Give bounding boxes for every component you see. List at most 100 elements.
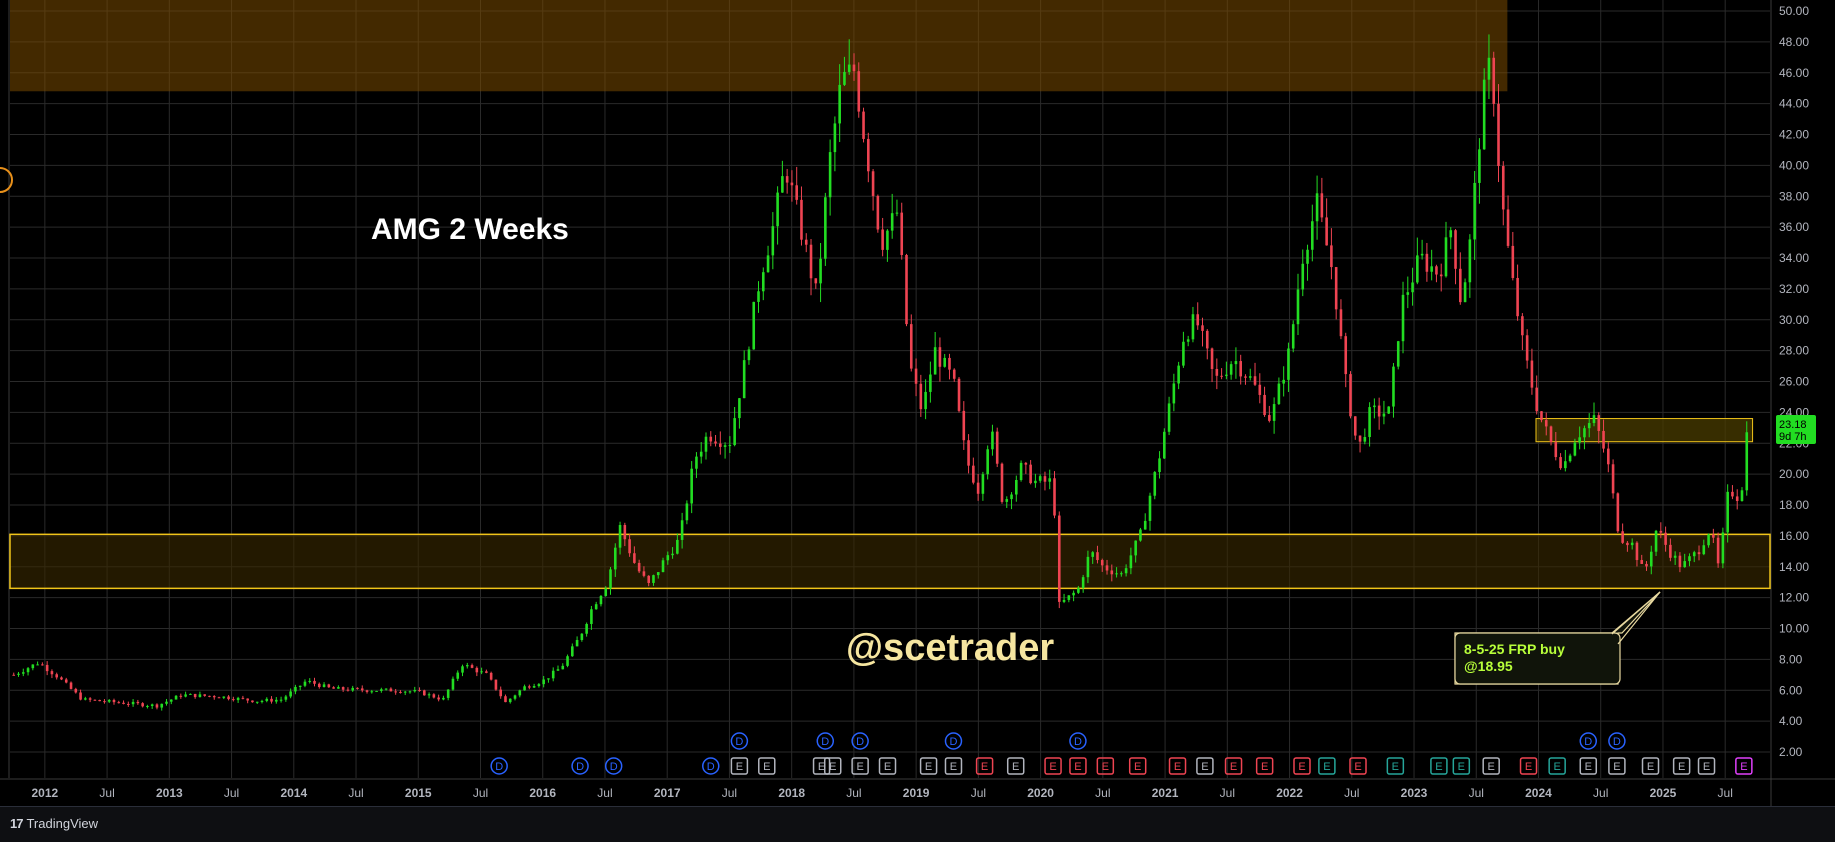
earnings-marker[interactable]: E xyxy=(944,757,963,775)
last-price-badge[interactable] xyxy=(1776,415,1816,445)
candle-body xyxy=(179,695,183,697)
candle-body xyxy=(972,465,975,483)
earnings-marker[interactable]: E xyxy=(1672,757,1691,775)
candle-body xyxy=(571,646,574,657)
candle-body xyxy=(680,520,684,540)
earnings-box-icon xyxy=(975,757,994,775)
dividend-marker[interactable]: D xyxy=(1579,732,1598,750)
earnings-marker[interactable]: E xyxy=(1069,757,1087,775)
earnings-marker[interactable]: E xyxy=(1128,757,1147,775)
candle-body xyxy=(1492,57,1496,104)
candle-body xyxy=(1659,530,1663,533)
tradingview-mark-icon: 17 xyxy=(10,816,24,831)
candle-body xyxy=(1129,555,1133,569)
candle-body xyxy=(1205,330,1209,349)
dividend-marker[interactable]: D xyxy=(730,732,749,750)
earnings-marker[interactable]: E xyxy=(1579,757,1598,775)
event-letter: E xyxy=(829,761,836,773)
dividend-marker[interactable]: D xyxy=(490,757,508,775)
candle-body xyxy=(327,684,331,688)
earnings-marker[interactable]: E xyxy=(919,757,938,775)
earnings-marker[interactable]: E xyxy=(812,757,831,775)
earnings-marker[interactable]: E xyxy=(1697,757,1716,775)
earnings-marker[interactable]: E xyxy=(1006,757,1025,775)
candle-body xyxy=(465,665,469,667)
candle-body xyxy=(1688,556,1691,562)
earnings-marker[interactable]: E xyxy=(1608,757,1626,775)
footer-bar: 17 TradingView xyxy=(0,806,1835,842)
earnings-marker[interactable]: E xyxy=(1096,757,1115,775)
candle-body xyxy=(976,482,980,494)
earnings-marker[interactable]: E xyxy=(1293,757,1311,775)
price-axis[interactable]: 50.00 48.00 46.00 44.00 42.00 40.00 38.00 36.00… xyxy=(1776,4,1816,759)
candle-body xyxy=(155,704,159,708)
candle-body xyxy=(738,398,741,419)
dividend-marker[interactable]: D xyxy=(851,732,869,750)
dividend-marker[interactable]: D xyxy=(816,732,835,750)
earnings-marker[interactable]: E xyxy=(1482,757,1500,775)
time-axis[interactable]: 2012 Jul 2013 Jul 2014 Jul 2015 Jul 2016 Jul 2017 J… xyxy=(31,786,1732,800)
dividend-marker[interactable]: D xyxy=(1069,732,1087,750)
time-tick-label: 2012 xyxy=(31,786,58,800)
candle-body xyxy=(699,451,703,457)
earnings-marker[interactable]: E xyxy=(1452,757,1471,775)
event-letter: E xyxy=(856,761,863,773)
candle-body xyxy=(814,278,818,284)
earnings-marker[interactable]: E xyxy=(1641,757,1660,775)
earnings-marker[interactable]: E xyxy=(1318,757,1336,775)
earnings-box-icon xyxy=(1006,757,1025,775)
earnings-marker[interactable]: E xyxy=(1255,757,1274,775)
earnings-marker[interactable]: E xyxy=(1044,757,1062,775)
earnings-marker[interactable]: E xyxy=(1430,757,1448,775)
candle-body xyxy=(418,689,421,691)
candle-body xyxy=(633,553,636,563)
candle-body xyxy=(852,64,856,72)
candle-body xyxy=(480,671,483,673)
price-tick-label: 38.00 xyxy=(1779,189,1809,203)
event-letter: D xyxy=(495,761,503,773)
earnings-marker[interactable]: E xyxy=(1349,757,1367,775)
candle-body xyxy=(26,668,30,673)
price-chart[interactable]: D D D DD D D D D D DE E E E E E E E E E E E E E E E E E E E E E E E E E E E E… xyxy=(0,0,1835,806)
tradingview-logo[interactable]: 17 TradingView xyxy=(10,816,98,831)
dividend-marker[interactable]: D xyxy=(604,757,623,775)
time-tick-label: Jul xyxy=(722,786,737,800)
candle-body xyxy=(141,703,144,707)
time-tick-label: Jul xyxy=(1095,786,1110,800)
candle-body xyxy=(551,670,555,679)
candle-body xyxy=(270,698,273,702)
earnings-box-icon xyxy=(878,757,897,775)
earnings-box-icon xyxy=(1196,757,1214,775)
candle-body xyxy=(241,697,245,699)
earnings-marker[interactable]: E xyxy=(1386,757,1405,775)
candle-body xyxy=(1072,592,1075,596)
earnings-marker[interactable]: E xyxy=(975,757,994,775)
earnings-marker[interactable]: E xyxy=(878,757,897,775)
earnings-marker[interactable]: E xyxy=(1168,757,1187,775)
candle-body xyxy=(203,694,207,696)
dividend-marker[interactable]: D xyxy=(944,732,963,750)
earnings-marker[interactable]: E xyxy=(1224,757,1243,775)
candle-body xyxy=(728,445,732,447)
earnings-marker[interactable]: E xyxy=(1519,757,1538,775)
dividend-marker[interactable]: D xyxy=(1608,732,1626,750)
earnings-marker[interactable]: E xyxy=(823,757,842,775)
event-letter: E xyxy=(818,761,825,773)
earnings-marker[interactable]: E xyxy=(1735,757,1753,775)
earnings-marker[interactable]: E xyxy=(758,757,776,775)
candle-body xyxy=(1564,461,1567,469)
earnings-marker[interactable]: E xyxy=(1548,757,1566,775)
candle-body xyxy=(150,704,154,707)
candle-body xyxy=(1568,455,1572,462)
candle-body xyxy=(394,691,397,693)
time-tick-label: Jul xyxy=(1220,786,1235,800)
earnings-marker[interactable]: E xyxy=(1196,757,1214,775)
candle-body xyxy=(1735,496,1739,501)
dividend-marker[interactable]: D xyxy=(702,757,720,775)
candle-body xyxy=(781,176,784,193)
candle-body xyxy=(838,84,841,124)
earnings-marker[interactable]: E xyxy=(730,757,749,775)
dividend-marker[interactable]: D xyxy=(571,757,589,775)
earnings-marker[interactable]: E xyxy=(851,757,869,775)
candle-body xyxy=(1296,289,1300,325)
